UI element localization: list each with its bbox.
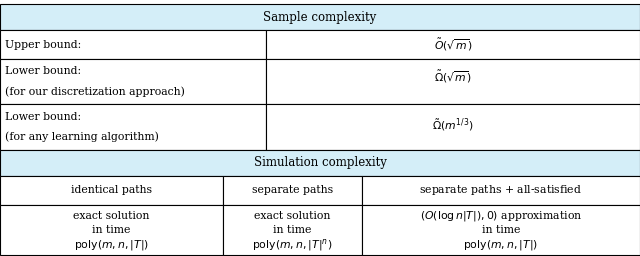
Text: $(O(\log n|T|), 0)$ approximation: $(O(\log n|T|), 0)$ approximation xyxy=(420,209,582,222)
Text: in time: in time xyxy=(482,225,520,235)
Text: $\tilde{\Omega}(m^{1/3})$: $\tilde{\Omega}(m^{1/3})$ xyxy=(432,116,474,133)
Text: Lower bound:: Lower bound: xyxy=(5,112,81,122)
Text: $\mathrm{poly}(m, n, |T|^n)$: $\mathrm{poly}(m, n, |T|^n)$ xyxy=(252,237,332,253)
Text: $\mathrm{poly}(m, n, |T|)$: $\mathrm{poly}(m, n, |T|)$ xyxy=(74,238,149,252)
Bar xyxy=(0,104,266,150)
Bar xyxy=(0,150,640,176)
Text: Simulation complexity: Simulation complexity xyxy=(253,156,387,169)
Text: (for our discretization approach): (for our discretization approach) xyxy=(5,86,185,97)
Bar xyxy=(0,59,266,104)
Bar xyxy=(0,176,223,205)
Bar xyxy=(0,205,223,255)
Text: $\tilde{O}(\sqrt{m})$: $\tilde{O}(\sqrt{m})$ xyxy=(434,37,472,53)
Text: $\tilde{\Omega}(\sqrt{m})$: $\tilde{\Omega}(\sqrt{m})$ xyxy=(434,69,472,85)
Bar xyxy=(266,30,640,59)
Text: $\mathrm{poly}(m, n, |T|)$: $\mathrm{poly}(m, n, |T|)$ xyxy=(463,238,538,252)
Bar xyxy=(266,59,640,104)
Bar xyxy=(223,176,362,205)
Text: in time: in time xyxy=(92,225,131,235)
Bar xyxy=(362,176,640,205)
Text: exact solution: exact solution xyxy=(254,211,330,221)
Text: identical paths: identical paths xyxy=(71,185,152,195)
Bar xyxy=(0,30,266,59)
Text: Sample complexity: Sample complexity xyxy=(264,11,376,24)
Bar xyxy=(362,205,640,255)
Bar xyxy=(0,4,640,30)
Bar xyxy=(223,205,362,255)
Bar xyxy=(266,104,640,150)
Text: Lower bound:: Lower bound: xyxy=(5,67,81,77)
Text: in time: in time xyxy=(273,225,311,235)
Text: exact solution: exact solution xyxy=(73,211,150,221)
Text: Upper bound:: Upper bound: xyxy=(5,40,81,50)
Text: (for any learning algorithm): (for any learning algorithm) xyxy=(5,132,159,142)
Text: separate paths $+$ all-satisfied: separate paths $+$ all-satisfied xyxy=(419,184,582,197)
Text: separate paths: separate paths xyxy=(252,185,333,195)
